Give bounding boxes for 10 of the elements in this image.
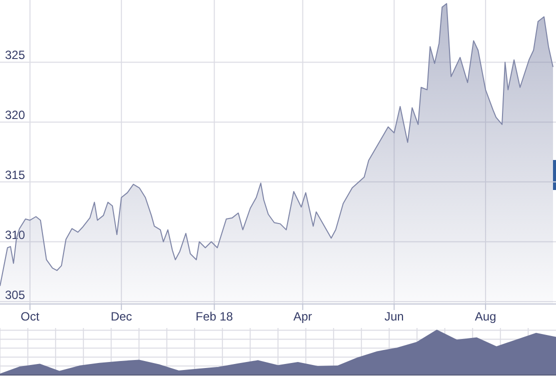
- y-tick-label: 315: [4, 168, 26, 182]
- y-tick-label: 320: [4, 108, 26, 122]
- x-tick-label: Feb 18: [196, 310, 234, 324]
- y-tick-label: 305: [4, 288, 26, 302]
- x-tick-label: Oct: [20, 310, 40, 324]
- x-tick-label: Jun: [384, 310, 404, 324]
- x-tick-label: Dec: [110, 310, 132, 324]
- y-tick-label: 325: [4, 48, 26, 62]
- x-tick-label: Aug: [474, 310, 496, 324]
- x-tick-label: Apr: [293, 310, 312, 324]
